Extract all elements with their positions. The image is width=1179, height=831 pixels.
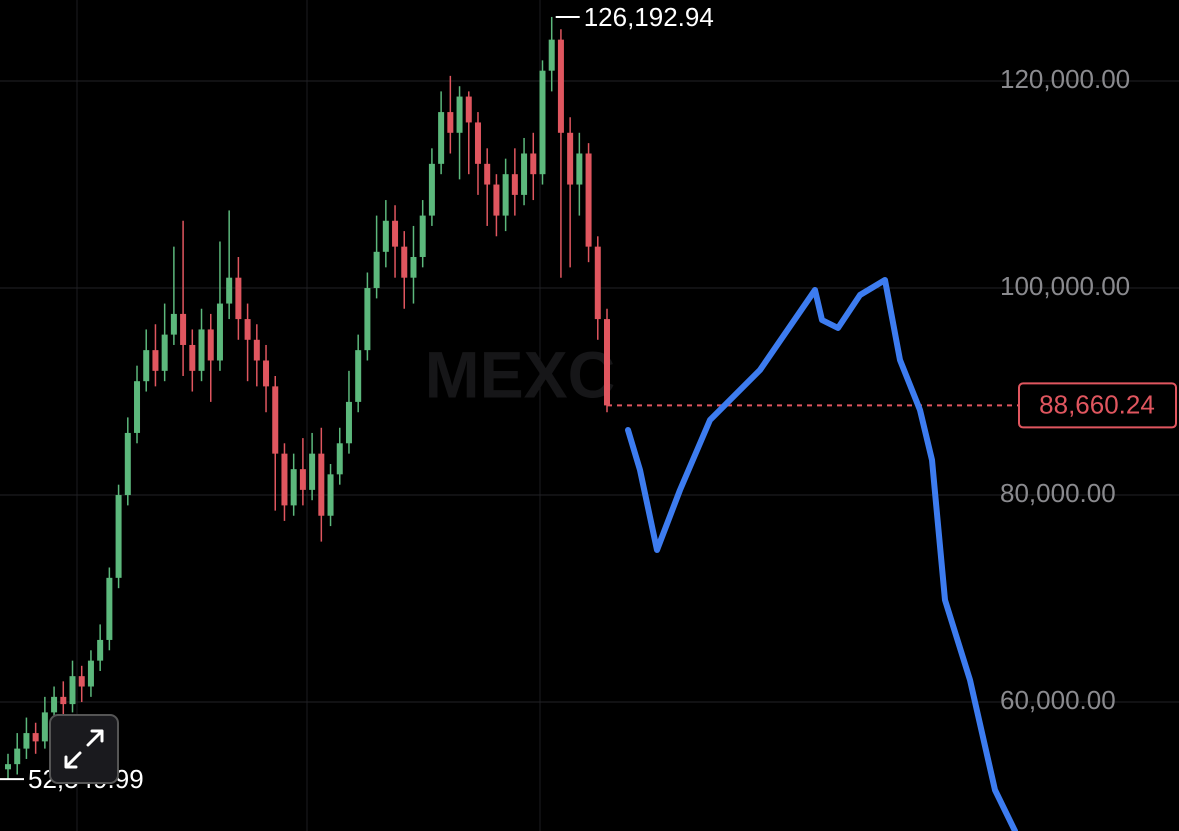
candle-body <box>594 246 601 320</box>
expand-icon[interactable] <box>64 729 104 769</box>
candle-body <box>539 70 546 175</box>
candle-body <box>474 122 481 164</box>
candle-body <box>576 153 583 185</box>
candle-body <box>198 329 205 371</box>
candle-body <box>401 246 408 278</box>
candle-body <box>327 474 334 516</box>
drawn-line <box>625 277 1018 831</box>
candle-body <box>78 676 85 687</box>
candle-body <box>382 220 389 252</box>
candle-body <box>484 163 491 185</box>
candle-body <box>87 660 94 687</box>
max-marker-label: 126,192.94 <box>584 2 714 32</box>
candle-body <box>557 39 564 133</box>
candle-body <box>345 401 352 444</box>
candle-body <box>143 350 150 382</box>
candle-body <box>502 174 509 216</box>
candle-body <box>299 469 306 490</box>
last-price-box <box>1018 382 1177 429</box>
candle-body <box>373 251 380 289</box>
candle-body <box>392 220 399 247</box>
candle-body <box>152 350 159 371</box>
candle-body <box>567 132 574 185</box>
y-tick-label: 80,000.00 <box>1000 478 1116 508</box>
candle-body <box>511 174 518 195</box>
watermark: MEXC <box>425 337 616 411</box>
candle-body <box>263 360 270 387</box>
candle-body <box>170 313 177 335</box>
candle-body <box>493 184 500 216</box>
candle-body <box>419 215 426 257</box>
candle-body <box>604 319 610 406</box>
y-tick-label: 100,000.00 <box>1000 271 1130 301</box>
candle-body <box>14 748 21 765</box>
candle-body <box>226 277 233 304</box>
candle-body <box>438 112 445 164</box>
candle-body <box>115 495 122 578</box>
candle-body <box>51 696 58 713</box>
candle-body <box>5 764 11 770</box>
candle-body <box>60 696 67 705</box>
candle-body <box>364 288 371 351</box>
candle-body <box>97 639 104 661</box>
candle-body <box>410 256 417 278</box>
expand-button[interactable] <box>49 714 119 784</box>
plot: 60,000.00 80,000.00 100,000.00 120,000.00 12… <box>0 2 1179 794</box>
candle-body <box>69 676 76 705</box>
candle-body <box>32 733 39 742</box>
candle-body <box>521 153 528 195</box>
candle-body <box>290 469 297 506</box>
candle-body <box>244 319 251 340</box>
candle-body <box>207 329 214 361</box>
candle-body <box>355 350 362 402</box>
y-tick-label: 60,000.00 <box>1000 685 1116 715</box>
candle-body <box>447 112 454 133</box>
candle-body <box>281 453 288 506</box>
last-price-label: 88,660.24 <box>1039 389 1155 419</box>
candle-body <box>216 303 223 361</box>
candle-body <box>134 381 141 433</box>
candle-body <box>548 39 555 71</box>
y-tick-label: 120,000.00 <box>1000 64 1130 94</box>
candle-body <box>180 313 187 345</box>
candle-body <box>456 96 463 133</box>
button-frame[interactable] <box>49 714 119 784</box>
candle-body <box>106 577 113 640</box>
candle-body <box>428 163 435 216</box>
candle-body <box>272 386 279 454</box>
candle-body <box>585 153 592 247</box>
candle-body <box>23 733 30 749</box>
candle-body <box>309 453 316 490</box>
candle-body <box>41 712 48 742</box>
candle-body <box>161 334 168 371</box>
candle-body <box>189 344 196 371</box>
candle-body <box>336 443 343 475</box>
candle-body <box>124 432 131 496</box>
candle-body <box>253 339 260 361</box>
candle-body <box>235 277 242 320</box>
candle-body <box>465 96 472 123</box>
candle-body <box>530 153 537 175</box>
candle-body <box>318 453 325 516</box>
